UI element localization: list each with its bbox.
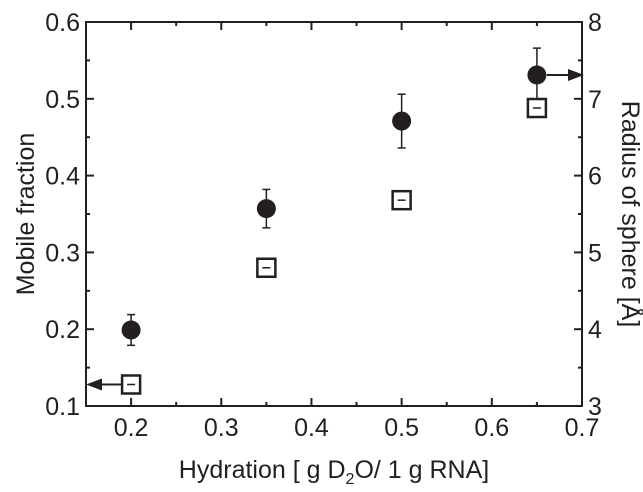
ticks-layer: [85, 21, 583, 407]
mobile-fraction-point: [256, 199, 276, 219]
y-tick-label: 0.1: [45, 393, 80, 421]
x-axis-label: Hydration [ g D2O/ 1 g RNA]: [179, 456, 489, 488]
y2-axis-label: Radius of sphere [Å]: [616, 101, 643, 328]
y2-tick-label: 8: [588, 9, 602, 37]
y2-tick-label: 4: [588, 316, 602, 344]
x-tick-label: 0.5: [384, 414, 419, 442]
mobile-fraction-point: [392, 111, 412, 131]
y2-tick-label: 6: [588, 163, 602, 191]
right-axis-arrow-head: [568, 68, 584, 81]
left-axis-arrow-head: [86, 378, 102, 391]
y-tick-label: 0.5: [45, 86, 80, 114]
axis-arrows-layer: [86, 68, 584, 391]
x-tick-label: 0.3: [204, 414, 239, 442]
y-tick-label: 0.3: [45, 239, 80, 267]
error-bars-layer: [127, 47, 541, 392]
y-tick-label: 0.6: [45, 9, 80, 37]
y-axis-label: Mobile fraction: [12, 133, 40, 296]
y2-tick-label: 5: [588, 239, 602, 267]
y2-tick-label: 7: [588, 86, 602, 114]
mobile-fraction-point: [121, 320, 141, 340]
x-tick-label: 0.6: [474, 414, 509, 442]
plot-frame: [85, 21, 583, 407]
x-tick-label: 0.7: [565, 414, 600, 442]
y-tick-label: 0.4: [45, 163, 80, 191]
y2-tick-label: 3: [588, 393, 602, 421]
y-tick-label: 0.2: [45, 316, 80, 344]
markers-layer: [120, 65, 548, 395]
x-tick-label: 0.2: [114, 414, 149, 442]
mobile-fraction-point: [527, 65, 547, 85]
x-tick-label: 0.4: [294, 414, 329, 442]
